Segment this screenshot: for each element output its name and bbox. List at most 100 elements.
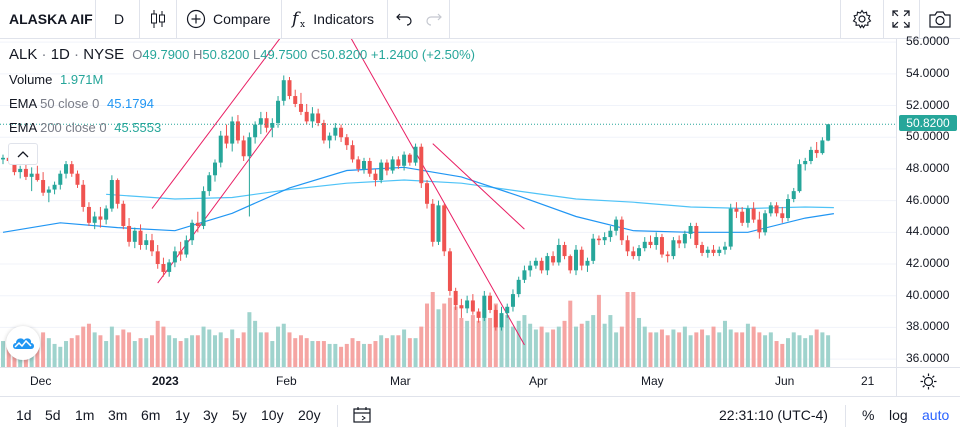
volume-bar (384, 338, 389, 367)
range-5d-button[interactable]: 5d (45, 407, 61, 423)
volume-bar (356, 341, 361, 367)
log-scale-button[interactable]: log (889, 407, 908, 423)
candle-body (115, 180, 120, 204)
candle-body (734, 208, 739, 212)
candle-body (287, 80, 292, 97)
range-3m-button[interactable]: 3m (108, 407, 128, 423)
candle-body (665, 254, 670, 257)
range-1m-button[interactable]: 1m (75, 407, 95, 423)
volume-bar (333, 343, 338, 367)
volume-bar (619, 326, 624, 367)
time-label: Apr (529, 374, 548, 388)
tradingview-logo-button[interactable] (6, 326, 40, 360)
volume-bar (104, 341, 109, 367)
interval-button[interactable]: D (114, 0, 124, 38)
price-axis[interactable]: 56.0000 54.0000 52.0000 50.0000 48.0000 46.00… (896, 34, 960, 367)
candle-body (659, 237, 664, 255)
range-3y-button[interactable]: 3y (203, 407, 218, 423)
divider (896, 368, 897, 396)
candle-body (75, 173, 80, 185)
axis-settings-button[interactable] (920, 373, 937, 395)
candle-body (258, 118, 263, 125)
ema200-legend[interactable]: EMA 200 close 0 45.5553 (9, 120, 161, 135)
candle-body (356, 159, 361, 169)
divider (387, 0, 388, 38)
candle-body (167, 262, 172, 272)
ema50-legend[interactable]: EMA 50 close 0 45.1794 (9, 96, 154, 111)
volume-bar (596, 294, 601, 367)
candle-body (86, 206, 91, 223)
volume-bar (665, 335, 670, 367)
collapse-legend-button[interactable] (8, 143, 38, 165)
candle-body (528, 265, 533, 271)
current-price-label: 50.8200 (899, 115, 957, 131)
volume-bar (230, 329, 235, 367)
volume-bar (201, 326, 206, 367)
candle-body (482, 295, 487, 318)
clock-timezone[interactable]: 22:31:10 (UTC-4) (719, 407, 828, 423)
goto-date-button[interactable] (353, 406, 371, 429)
undo-button[interactable] (396, 0, 414, 38)
volume-bar (459, 317, 464, 367)
candle-body (184, 240, 189, 255)
candle-body (98, 216, 103, 220)
volume-bar (688, 335, 693, 367)
candle-body (459, 305, 464, 309)
price-tick-label: 56.0000 (906, 34, 950, 49)
candle-body (253, 124, 258, 138)
range-10y-button[interactable]: 10y (261, 407, 284, 423)
volume-bar (711, 326, 716, 367)
range-5y-button[interactable]: 5y (232, 407, 247, 423)
time-axis[interactable]: Dec 2023 Feb Mar Apr May Jun 21 (0, 367, 960, 396)
range-6m-button[interactable]: 6m (141, 407, 161, 423)
fullscreen-button[interactable] (892, 0, 910, 38)
candle-body (574, 249, 578, 271)
volume-bar (69, 338, 74, 367)
volume-bar (287, 332, 292, 367)
candle-body (64, 164, 69, 174)
candle-body (625, 240, 630, 252)
volume-bar (161, 326, 166, 367)
candle-body (505, 306, 510, 314)
volume-bar (144, 338, 149, 367)
redo-button[interactable] (424, 0, 442, 38)
candle-body (12, 161, 17, 173)
percent-scale-button[interactable]: % (862, 407, 875, 423)
range-20y-button[interactable]: 20y (298, 407, 321, 423)
candle-body (207, 175, 212, 192)
candles-icon (151, 10, 165, 28)
candle-body (447, 251, 452, 291)
compare-button[interactable]: Compare (186, 0, 271, 38)
volume-legend[interactable]: Volume 1.971M (9, 72, 103, 87)
snapshot-button[interactable] (929, 0, 951, 38)
candle-body (402, 154, 407, 166)
candle-body (230, 121, 235, 144)
volume-bar (579, 323, 584, 367)
volume-bar (522, 315, 527, 367)
volume-bar (298, 335, 303, 367)
volume-bar (258, 332, 263, 367)
candle-body (218, 135, 223, 163)
range-1y-button[interactable]: 1y (175, 407, 190, 423)
volume-bar (178, 341, 183, 367)
volume-bar (172, 338, 177, 367)
chart-type-button[interactable] (150, 0, 166, 38)
range-1d-button[interactable]: 1d (16, 407, 32, 423)
volume-bar (327, 343, 332, 367)
redo-icon (426, 13, 442, 26)
auto-scale-button[interactable]: auto (922, 407, 950, 423)
time-label: 2023 (152, 374, 179, 388)
candle-body (533, 260, 538, 266)
fullscreen-icon (892, 10, 910, 28)
symbol-search[interactable]: ALASKA AIF (9, 0, 93, 38)
volume-bar (717, 332, 722, 367)
close-label: C (310, 47, 321, 62)
volume-bar (488, 317, 493, 367)
volume-bar (390, 335, 395, 367)
price-chart[interactable] (0, 39, 896, 367)
volume-bar (631, 292, 636, 367)
settings-button[interactable] (852, 0, 872, 38)
candle-body (642, 241, 647, 249)
